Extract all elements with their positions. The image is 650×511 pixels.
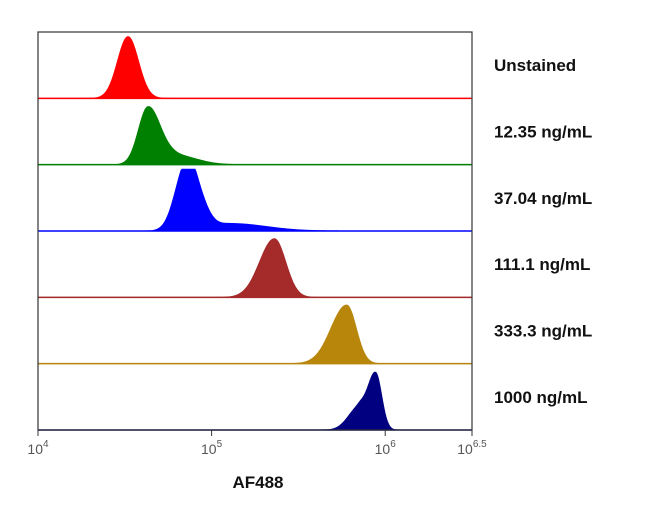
x-tick-base: 10 [201, 441, 217, 457]
series-labels: Unstained 12.35 ng/mL 37.04 ng/mL 111.1 ng/… [494, 56, 592, 407]
histogram-5 [37, 304, 473, 365]
x-tick-label: 106.5 [457, 439, 487, 457]
x-tick-label: 106 [375, 439, 397, 457]
plot-frame [37, 31, 473, 431]
x-tick-base: 10 [27, 441, 43, 457]
x-tick-base: 10 [375, 441, 391, 457]
histogram-rows [37, 32, 473, 431]
x-axis-ticks: 104 105 106 106.5 [27, 430, 487, 457]
x-tick-label: 105 [201, 439, 223, 457]
histogram-3 [38, 168, 472, 232]
x-tick-exponent: 6.5 [473, 439, 487, 450]
series-label: 333.3 ng/mL [494, 322, 592, 341]
x-tick-base: 10 [457, 441, 473, 457]
histogram-4 [37, 238, 473, 298]
x-tick-exponent: 5 [217, 439, 223, 450]
series-label: 37.04 ng/mL [494, 189, 592, 208]
histogram-1 [37, 36, 473, 99]
histogram-6 [38, 371, 472, 431]
x-tick-exponent: 6 [390, 439, 396, 450]
x-tick-exponent: 4 [43, 439, 49, 450]
series-label: 12.35 ng/mL [494, 123, 592, 142]
series-label: 1000 ng/mL [494, 388, 588, 407]
x-tick-label: 104 [27, 439, 49, 457]
series-label: 111.1 ng/mL [494, 255, 590, 274]
histogram-2 [37, 106, 473, 166]
series-label: Unstained [494, 56, 576, 75]
x-axis-title: AF488 [232, 473, 283, 492]
